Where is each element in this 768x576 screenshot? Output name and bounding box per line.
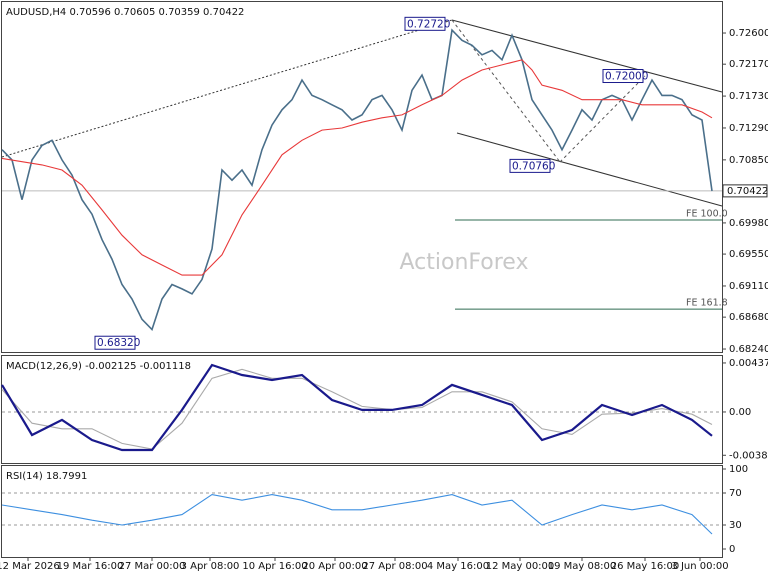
y-tick-label: 0.71290 — [729, 123, 768, 134]
annotation: 0.72000 — [605, 71, 648, 83]
y-tick-label: 0 — [729, 544, 735, 555]
panel-header: RSI(14) 18.7991 — [6, 471, 87, 482]
series-line — [1, 494, 713, 535]
series-line — [1, 368, 713, 450]
y-tick-label: 0.00 — [729, 407, 751, 418]
y-tick-label: -0.003861 — [729, 450, 768, 461]
x-tick-label: 27 Apr 08:00 — [362, 561, 427, 572]
y-tick-label: 30 — [729, 520, 742, 531]
panel-frames — [1, 1, 723, 558]
annotation-box — [602, 69, 644, 84]
watermark: ActionForex — [400, 250, 529, 275]
fib-label: FE 100.0 — [686, 209, 728, 220]
panel-header: MACD(12,26,9) -0.002125 -0.001118 — [6, 361, 191, 372]
x-tick-label: 27 Mar 00:00 — [119, 561, 186, 572]
y-tick-label: 0.69550 — [729, 249, 768, 260]
x-tick-label: 19 May 08:00 — [548, 561, 617, 572]
last-price-box — [722, 184, 768, 198]
x-tick-label: 19 Mar 16:00 — [57, 561, 124, 572]
x-tick-label: 12 Mar 2026 — [0, 561, 60, 572]
panel-header: AUDUSD,H4 0.70596 0.70605 0.70359 0.7042… — [6, 7, 244, 18]
trend-lines — [1, 19, 723, 207]
x-tick-label: 3 Jun 00:00 — [671, 561, 728, 572]
series-line — [1, 59, 713, 276]
fib-label: FE 161.8 — [686, 298, 728, 309]
annotation-box — [94, 335, 136, 350]
annotation: 0.72720 — [407, 18, 450, 30]
x-tick-label: 26 May 16:00 — [611, 561, 680, 572]
series-line — [1, 28, 713, 331]
y-tick-label: 0.68240 — [729, 344, 768, 355]
last-price-label: 0.70422 — [727, 186, 768, 197]
annotation: 0.70760 — [512, 160, 555, 172]
x-tick-label: 20 Apr 00:00 — [302, 561, 367, 572]
y-tick-label: 0.69110 — [729, 281, 768, 292]
y-tick-label: 0.72170 — [729, 59, 768, 70]
series-line — [1, 363, 713, 452]
x-tick-label: 4 May 16:00 — [427, 561, 489, 572]
y-tick-label: 0.70850 — [729, 155, 768, 166]
annotation-box — [509, 158, 551, 173]
y-tick-label: 100 — [729, 464, 748, 475]
annotation: 0.68320 — [97, 337, 140, 349]
y-tick-label: 0.69980 — [729, 218, 768, 229]
annotation-box — [404, 16, 446, 31]
y-tick-label: 0.68680 — [729, 312, 768, 323]
x-tick-label: 12 May 00:00 — [486, 561, 555, 572]
y-tick-label: 0.00437 — [729, 358, 768, 369]
x-tick-label: 10 Apr 16:00 — [242, 561, 307, 572]
y-tick-label: 70 — [729, 488, 742, 499]
y-tick-label: 0.72600 — [729, 28, 768, 39]
x-tick-label: 3 Apr 08:00 — [181, 561, 240, 572]
y-tick-label: 0.71730 — [729, 91, 768, 102]
